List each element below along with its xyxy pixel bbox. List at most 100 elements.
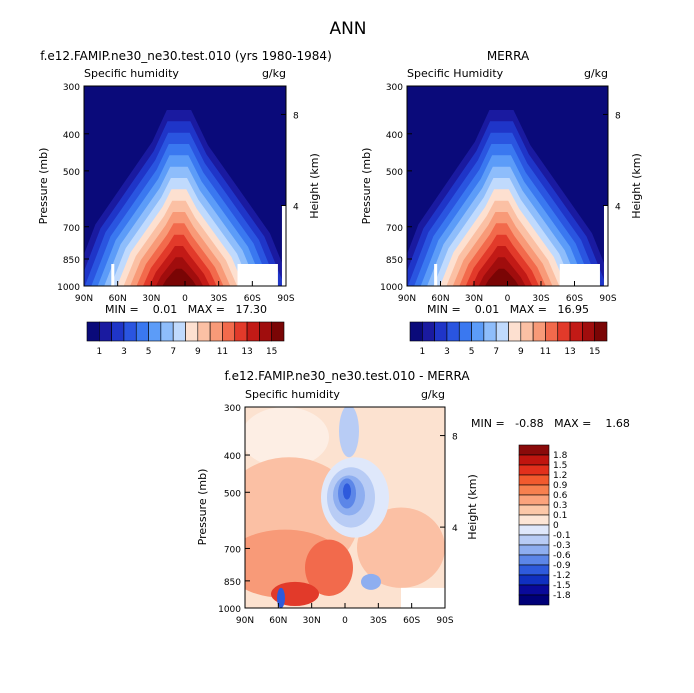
colorbar-box: [545, 321, 559, 342]
colorbar-box: [518, 584, 550, 596]
colorbar-label: 0.6: [553, 491, 568, 501]
panel-diff-title: f.e12.FAMIP.ne30_ne30.test.010 - MERRA: [224, 369, 470, 383]
height-tick-label: 4: [615, 203, 621, 213]
colorbar-label: 3: [444, 347, 450, 357]
lat-tick-label: 60S: [403, 616, 420, 626]
panel-obs: MERRA Specific Humidity g/kg 300 400 500 70…: [360, 49, 643, 316]
panel-model-variable: Specific humidity: [84, 67, 179, 80]
colorbar-label: 0.1: [553, 511, 567, 521]
lat-tick-label: 30N: [465, 294, 483, 304]
colorbar-label: -0.6: [553, 551, 571, 561]
lat-tick-label: 90S: [436, 616, 453, 626]
colorbar-box: [172, 321, 186, 342]
colorbar-label: -1.8: [553, 591, 571, 601]
topography-mask: [401, 587, 445, 608]
colorbar-box: [518, 514, 550, 526]
colorbar-box: [518, 464, 550, 476]
page-title: ANN: [329, 19, 366, 39]
pressure-tick-label: 850: [63, 256, 80, 266]
panel-diff-variable: Specific humidity: [245, 388, 340, 401]
colorbar-box: [518, 594, 550, 606]
colorbar-box: [160, 321, 174, 342]
panel-diff-field: [245, 407, 445, 608]
panel-obs-stats: MIN = 0.01 MAX = 16.95: [427, 303, 589, 316]
pressure-tick-label: 500: [386, 168, 403, 178]
colorbar-label: 9: [518, 347, 524, 357]
pressure-tick-label: 500: [224, 489, 241, 499]
lat-tick-label: 0: [342, 616, 348, 626]
colorbar-label: 1.5: [553, 461, 567, 471]
colorbar-box: [148, 321, 162, 342]
pressure-tick-label: 700: [63, 224, 80, 234]
lat-tick-label: 60N: [269, 616, 287, 626]
colorbar-box: [518, 544, 550, 556]
lat-tick-label: 90S: [277, 294, 294, 304]
colorbar-label: 5: [146, 347, 152, 357]
colorbar-label: 3: [121, 347, 127, 357]
topography-mask: [559, 264, 600, 286]
pressure-tick-label: 500: [63, 168, 80, 178]
lat-tick-label: 30S: [210, 294, 227, 304]
lat-tick-label: 90S: [599, 294, 616, 304]
panel-diff-axes: 300 400 500 700 850 1000 8 4 90N 60N 30N 0 30S 60S 90S: [218, 404, 458, 626]
colorbar-box: [518, 484, 550, 496]
colorbar-box: [518, 564, 550, 576]
topography-mask: [111, 264, 115, 286]
pressure-tick-label: 1000: [380, 283, 403, 293]
colorbar-box: [518, 554, 550, 566]
colorbar-label: -1.5: [553, 581, 571, 591]
colorbar-box: [135, 321, 149, 342]
height-tick-label: 8: [293, 111, 299, 121]
colorbar-box: [409, 321, 423, 342]
anomaly-blob: [305, 539, 353, 596]
colorbar-box: [520, 321, 534, 342]
panel-model-axes: 300 400 500 700 850 1000 8 4 90N 60N 30N 0 30S 60S 90S: [57, 83, 299, 304]
colorbar-box: [557, 321, 571, 342]
colorbar-box: [518, 494, 550, 506]
colorbar-label: 13: [241, 347, 252, 357]
panel-model-y2label: Height (km): [308, 153, 321, 219]
lat-tick-label: 60N: [109, 294, 127, 304]
colorbar-box: [123, 321, 137, 342]
colorbar-label: -0.9: [553, 561, 571, 571]
colorbar-box: [458, 321, 472, 342]
colorbar-box: [569, 321, 583, 342]
colorbar-box: [582, 321, 595, 342]
panel-obs-variable: Specific Humidity: [407, 67, 504, 80]
colorbar-box: [99, 321, 112, 342]
panel-obs-units: g/kg: [584, 67, 608, 80]
colorbar-label: 15: [589, 347, 600, 357]
colorbar-box: [222, 321, 236, 342]
topography-mask: [434, 264, 438, 286]
colorbar-label: 13: [564, 347, 575, 357]
panel-model: f.e12.FAMIP.ne30_ne30.test.010 (yrs 1980…: [37, 49, 332, 316]
colorbar-box: [518, 534, 550, 546]
contour-band: [162, 268, 197, 286]
anomaly-blob: [343, 483, 351, 500]
colorbar-box: [518, 474, 550, 486]
panel-diff-y2label: Height (km): [466, 474, 479, 540]
colorbar-box: [483, 321, 497, 342]
colorbar-box: [259, 321, 272, 342]
lat-tick-label: 30S: [370, 616, 387, 626]
height-tick-label: 4: [452, 524, 458, 534]
lat-tick-label: 30N: [142, 294, 160, 304]
colorbar-box: [434, 321, 448, 342]
pressure-tick-label: 300: [224, 404, 241, 414]
panel-model-field: [84, 86, 286, 286]
colorbar-label: -0.3: [553, 541, 571, 551]
colorbar-label: 1: [96, 347, 102, 357]
colorbar-label: 11: [217, 347, 228, 357]
pressure-tick-label: 850: [224, 578, 241, 588]
panel-diff-ylabel: Pressure (mb): [196, 469, 209, 546]
panel-diff-stats: MIN = -0.88 MAX = 1.68: [471, 417, 630, 430]
colorbar-obs: 1 3 5 7 9 11 13 15: [409, 321, 608, 357]
panel-obs-field: [407, 86, 608, 286]
panel-diff-units: g/kg: [421, 388, 445, 401]
pressure-tick-label: 400: [63, 131, 80, 141]
colorbar-label: 7: [170, 347, 176, 357]
pressure-tick-label: 700: [224, 545, 241, 555]
colorbar-box: [111, 321, 125, 342]
pressure-tick-label: 400: [386, 131, 403, 141]
